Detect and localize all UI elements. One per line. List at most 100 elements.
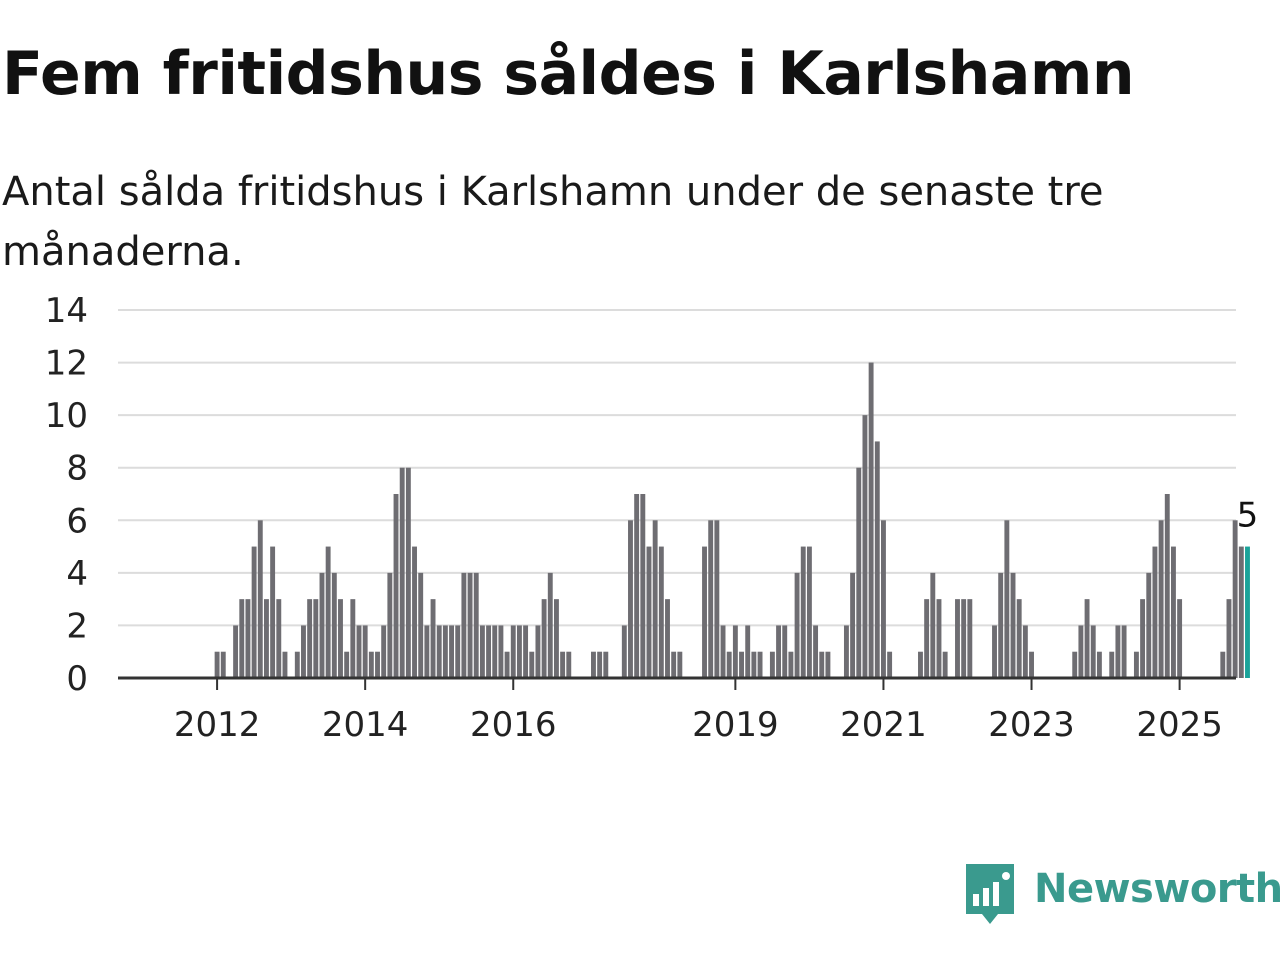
bar bbox=[492, 625, 498, 678]
bar bbox=[1152, 546, 1158, 678]
bar bbox=[233, 625, 239, 678]
bar bbox=[1029, 651, 1034, 678]
y-axis-ticks: 0 2 4 8 6 10 12 14 bbox=[45, 291, 88, 699]
bar bbox=[270, 546, 276, 678]
bar bbox=[486, 625, 492, 678]
bar bbox=[665, 599, 670, 678]
x-tick-label: 2021 bbox=[840, 705, 927, 745]
bar bbox=[1010, 572, 1016, 678]
bar bbox=[739, 651, 744, 678]
bar bbox=[621, 625, 627, 678]
x-tick-label: 2019 bbox=[692, 705, 779, 745]
bar bbox=[430, 599, 436, 678]
y-tick-label: 4 bbox=[66, 554, 88, 594]
bar bbox=[745, 625, 751, 678]
bar bbox=[405, 467, 411, 678]
bar bbox=[1004, 520, 1010, 678]
bar bbox=[813, 625, 819, 678]
bar bbox=[1133, 651, 1139, 678]
bar bbox=[529, 651, 535, 678]
bar bbox=[967, 599, 973, 678]
bar bbox=[708, 520, 714, 678]
bar bbox=[1170, 546, 1176, 678]
bar bbox=[720, 625, 726, 678]
x-tick-label: 2016 bbox=[470, 705, 557, 745]
bar bbox=[553, 599, 559, 678]
bar bbox=[646, 546, 652, 678]
bar bbox=[874, 441, 880, 678]
bar bbox=[782, 625, 788, 678]
x-tick-label: 2025 bbox=[1136, 705, 1223, 745]
y-tick-label: 14 bbox=[45, 291, 88, 331]
bar bbox=[936, 599, 942, 678]
bar bbox=[1016, 599, 1022, 678]
bar bbox=[714, 520, 720, 678]
bar bbox=[597, 651, 603, 678]
data-label-last: 5 bbox=[1237, 496, 1259, 536]
bar bbox=[393, 494, 399, 678]
bar-highlight bbox=[1245, 546, 1250, 678]
bar bbox=[436, 625, 442, 678]
bar bbox=[794, 572, 800, 678]
y-tick-label: 8 bbox=[66, 449, 88, 489]
bar bbox=[399, 467, 405, 678]
bar bbox=[251, 546, 257, 678]
bar bbox=[702, 546, 707, 678]
bar bbox=[806, 546, 812, 678]
bar bbox=[887, 651, 893, 678]
bar bbox=[856, 467, 862, 678]
bar bbox=[442, 625, 448, 678]
bar bbox=[282, 651, 288, 678]
bar bbox=[658, 546, 664, 678]
bar bbox=[307, 599, 313, 678]
y-tick-label: 6 bbox=[66, 501, 88, 541]
bar bbox=[264, 599, 269, 678]
bar bbox=[257, 520, 263, 678]
bar bbox=[961, 599, 967, 678]
bar bbox=[671, 651, 677, 678]
bar bbox=[547, 572, 553, 678]
bar bbox=[930, 572, 936, 678]
bar bbox=[628, 520, 633, 678]
bar bbox=[449, 625, 454, 678]
bar bbox=[677, 651, 683, 678]
bar bbox=[1022, 625, 1028, 678]
bar bbox=[479, 625, 485, 678]
bar bbox=[819, 651, 825, 678]
bar bbox=[942, 651, 948, 678]
bar bbox=[362, 625, 368, 678]
bar bbox=[862, 415, 868, 678]
bar bbox=[467, 572, 473, 678]
bar bbox=[776, 625, 782, 678]
bar bbox=[1140, 599, 1146, 678]
bar bbox=[757, 651, 763, 678]
bar bbox=[850, 572, 856, 678]
bar bbox=[788, 651, 794, 678]
bar bbox=[245, 599, 251, 678]
bar bbox=[498, 625, 504, 678]
bar bbox=[918, 651, 923, 678]
bar bbox=[504, 651, 510, 678]
bar bbox=[751, 651, 757, 678]
bar bbox=[1090, 625, 1096, 678]
bar bbox=[566, 651, 572, 678]
bar bbox=[455, 625, 461, 678]
bar bbox=[726, 651, 732, 678]
bar bbox=[868, 362, 874, 678]
bar bbox=[344, 651, 350, 678]
bar bbox=[1109, 651, 1115, 678]
y-tick-label: 12 bbox=[45, 344, 88, 384]
bar bbox=[1226, 599, 1232, 678]
bar bbox=[732, 625, 738, 678]
bar bbox=[325, 546, 331, 678]
bar bbox=[769, 651, 775, 678]
bar bbox=[1115, 625, 1121, 678]
x-tick-label: 2012 bbox=[174, 705, 261, 745]
bar bbox=[319, 572, 325, 678]
bar bbox=[387, 572, 393, 678]
bar bbox=[418, 572, 424, 678]
newsworthy-logo-icon bbox=[966, 864, 1014, 924]
bar bbox=[350, 599, 356, 678]
bar bbox=[603, 651, 609, 678]
bar bbox=[239, 599, 245, 678]
